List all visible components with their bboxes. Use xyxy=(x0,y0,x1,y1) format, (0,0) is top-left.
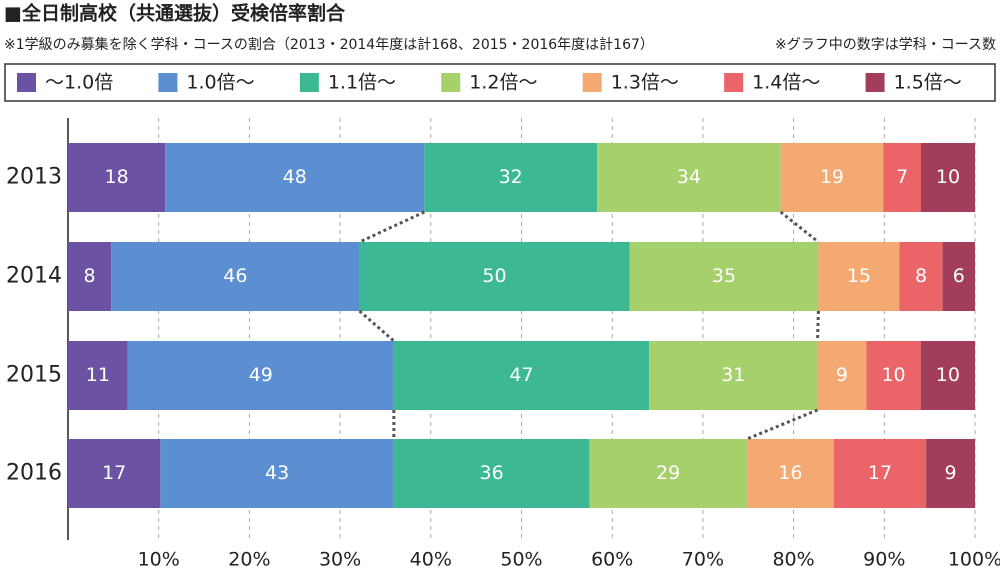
x-tick-label: 20% xyxy=(228,549,270,571)
bar-segment xyxy=(649,341,818,410)
legend-swatch xyxy=(441,73,461,92)
data-label: 47 xyxy=(509,364,533,386)
bar-segment xyxy=(393,341,650,410)
x-tick-label: 40% xyxy=(410,549,452,571)
data-label: 49 xyxy=(249,364,273,386)
y-tick-label: 2014 xyxy=(6,264,62,289)
chart-note: ※グラフ中の数字は学科・コース数 xyxy=(775,37,996,53)
data-label: 29 xyxy=(656,462,680,484)
bar-segment xyxy=(597,143,781,212)
bar-segment xyxy=(68,341,128,410)
data-label: 16 xyxy=(778,462,802,484)
data-label: 34 xyxy=(677,166,701,188)
bar-segment xyxy=(780,143,884,212)
bar-segment xyxy=(111,242,360,311)
y-tick-label: 2016 xyxy=(6,461,62,486)
bar-segment xyxy=(817,341,867,410)
y-tick-label: 2015 xyxy=(6,363,62,388)
legend-label: 1.2倍～ xyxy=(469,72,537,94)
data-label: 35 xyxy=(712,265,736,287)
bar-segment xyxy=(127,341,394,410)
data-label: 17 xyxy=(102,462,126,484)
legend-box xyxy=(4,63,996,102)
bar-segment xyxy=(629,242,819,311)
data-label: 19 xyxy=(820,166,844,188)
data-label: 10 xyxy=(936,166,960,188)
chart-title: ■全日制高校（共通選抜）受検倍率割合 xyxy=(4,2,346,25)
legend-swatch xyxy=(17,73,36,92)
data-label: 11 xyxy=(86,364,110,386)
connector-line xyxy=(358,309,395,343)
bar-segment xyxy=(68,439,161,508)
data-label: 36 xyxy=(480,462,504,484)
legend-swatch xyxy=(158,73,178,92)
legend-swatch xyxy=(582,73,602,92)
bar-segment xyxy=(818,242,900,311)
bar-segment xyxy=(920,341,975,410)
legend-label: 1.5倍～ xyxy=(894,72,962,94)
x-tick-label: 90% xyxy=(863,549,905,571)
data-label: 48 xyxy=(283,166,307,188)
data-label: 10 xyxy=(881,364,905,386)
connector-line xyxy=(779,210,820,244)
data-label: 43 xyxy=(265,462,289,484)
bar-segment xyxy=(866,341,921,410)
legend-label: ～1.0倍 xyxy=(45,72,113,94)
legend-swatch xyxy=(865,73,885,92)
data-label: 15 xyxy=(847,265,871,287)
legend-label: 1.3倍～ xyxy=(611,72,679,94)
legend-label: 1.1倍～ xyxy=(328,72,396,94)
legend-swatch xyxy=(299,73,319,92)
data-label: 8 xyxy=(84,265,96,287)
bar-segment xyxy=(926,439,975,508)
x-tick-label: 100% xyxy=(948,549,1000,571)
legend-label: 1.4倍～ xyxy=(752,72,820,94)
bar-segment xyxy=(165,143,425,212)
data-label: 46 xyxy=(223,265,247,287)
bar-segment xyxy=(833,439,927,508)
bar-segment xyxy=(160,439,394,508)
bar-segment xyxy=(68,143,166,212)
data-label: 18 xyxy=(104,166,128,188)
data-label: 50 xyxy=(482,265,506,287)
x-tick-label: 80% xyxy=(772,549,814,571)
y-tick-label: 2013 xyxy=(6,165,62,190)
x-tick-label: 70% xyxy=(682,549,724,571)
bar-segment xyxy=(746,439,834,508)
bar-segment xyxy=(424,143,598,212)
x-tick-label: 10% xyxy=(138,549,180,571)
connector-line xyxy=(746,408,819,441)
data-label: 32 xyxy=(499,166,523,188)
data-label: 6 xyxy=(953,265,965,287)
x-tick-label: 60% xyxy=(591,549,633,571)
bar-segment xyxy=(589,439,747,508)
bar-segment xyxy=(899,242,943,311)
bar-segment xyxy=(393,439,590,508)
legend-label: 1.0倍～ xyxy=(186,72,254,94)
x-tick-label: 30% xyxy=(319,549,361,571)
connector-line xyxy=(815,310,820,342)
data-label: 9 xyxy=(836,364,848,386)
bar-segment xyxy=(942,242,975,311)
data-label: 8 xyxy=(915,265,927,287)
chart-subtitle: ※1学級のみ募集を除く学科・コースの割合（2013・2014年度は計168、20… xyxy=(4,36,654,53)
data-label: 17 xyxy=(868,462,892,484)
bar-segment xyxy=(921,143,975,212)
x-tick-label: 50% xyxy=(500,549,542,571)
data-label: 9 xyxy=(945,462,957,484)
data-label: 10 xyxy=(936,364,960,386)
data-label: 7 xyxy=(896,166,908,188)
connector-line xyxy=(358,210,425,244)
data-label: 31 xyxy=(721,364,745,386)
bar-segment xyxy=(68,242,112,311)
bar-segment xyxy=(883,143,922,212)
bar-segment xyxy=(359,242,630,311)
legend-swatch xyxy=(724,73,744,92)
